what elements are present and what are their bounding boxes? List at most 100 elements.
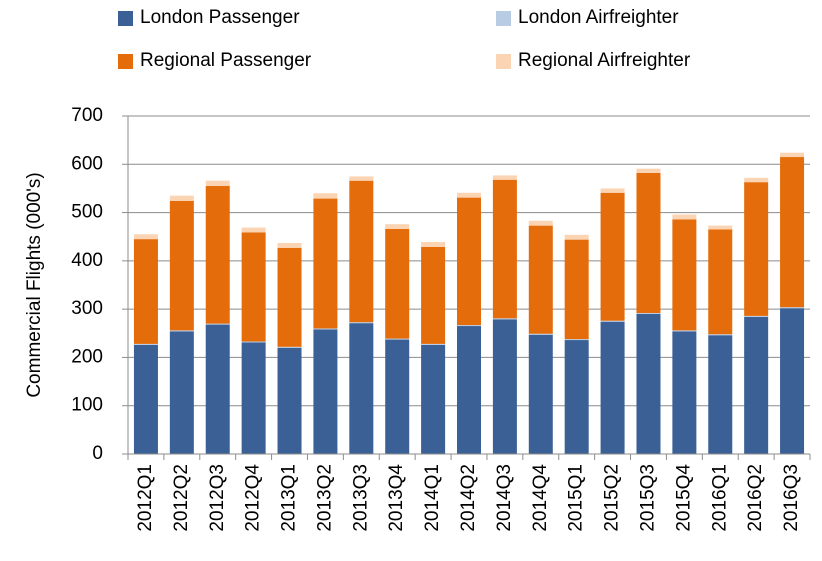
bar-segment [169, 195, 194, 201]
bar-segment [636, 313, 661, 454]
x-tick-label: 2014Q2 [458, 464, 479, 532]
y-tick-label: 100 [71, 395, 103, 416]
bar-segment [349, 322, 374, 324]
y-tick-label: 600 [71, 153, 103, 174]
bar-segment [780, 308, 805, 454]
bar-segment [636, 168, 661, 173]
bar-segment [528, 225, 553, 334]
bar-segment [564, 339, 589, 341]
bar-segment [780, 157, 805, 308]
bar-segment [133, 234, 158, 240]
y-tick-label: 300 [71, 298, 103, 319]
bar-segment [600, 321, 625, 454]
bar-segment [385, 338, 410, 340]
x-tick-label: 2016Q3 [781, 464, 802, 532]
bar-segment [133, 239, 158, 344]
bar-segment [421, 246, 446, 344]
bar-segment [205, 186, 230, 324]
x-tick-label: 2015Q1 [566, 464, 587, 532]
bar-segment [385, 224, 410, 229]
legend-swatch [118, 11, 133, 26]
bar-segment [241, 342, 266, 454]
bar-segment [421, 343, 446, 345]
y-tick-label: 400 [71, 250, 103, 271]
bar-segment [241, 232, 266, 342]
bar-segment [744, 315, 769, 317]
bar-segment [277, 242, 302, 248]
bar-segment [528, 220, 553, 226]
bar-segment [708, 334, 733, 336]
bar-segment [672, 331, 697, 454]
bar-segment [528, 334, 553, 454]
bar-segment [205, 323, 230, 325]
bar-segment [313, 198, 338, 329]
bar-segment [169, 331, 194, 454]
bar-segment [133, 344, 158, 454]
bar-segment [744, 182, 769, 316]
bar-segment [385, 228, 410, 339]
bar-segment [492, 319, 517, 454]
bar-segment [133, 343, 158, 345]
bar-segment [421, 344, 446, 454]
x-tick-label: 2014Q3 [494, 464, 515, 532]
x-tick-label: 2015Q2 [602, 464, 623, 532]
legend-swatch [496, 11, 511, 26]
x-tick-label: 2012Q4 [243, 464, 264, 532]
bar-segment [205, 324, 230, 454]
bar-segment [600, 192, 625, 321]
bar-segment [313, 193, 338, 199]
bar-segment [277, 347, 302, 454]
x-tick-label: 2016Q1 [709, 464, 730, 532]
y-axis-title: Commercial Flights (000's) [24, 172, 45, 397]
legend-label: London Passenger [140, 7, 300, 28]
bar-segment [564, 340, 589, 454]
bar-segment [457, 326, 481, 454]
x-tick-label: 2016Q2 [745, 464, 766, 532]
legend-label: Regional Airfreighter [518, 50, 691, 71]
bar-segment [457, 197, 481, 326]
bar-segment [636, 172, 661, 314]
y-tick-label: 200 [71, 346, 103, 367]
bar-segment [708, 225, 733, 230]
bar-segment [169, 200, 194, 331]
legend-label: Regional Passenger [140, 50, 312, 71]
bar-segment [672, 219, 697, 331]
bar-segment [241, 227, 266, 233]
x-tick-label: 2014Q1 [422, 464, 443, 532]
bar-segment [349, 323, 374, 454]
bar-segment [457, 192, 481, 198]
bar-segment [205, 180, 230, 187]
bar-segment [492, 179, 517, 319]
x-tick-label: 2015Q3 [637, 464, 658, 532]
x-tick-label: 2013Q1 [279, 464, 300, 532]
bar-segment [457, 325, 481, 327]
bar-segment [600, 188, 625, 193]
bar-segment [564, 239, 589, 340]
bar-segment [564, 234, 589, 240]
bar-segment [313, 329, 338, 454]
y-tick-label: 0 [92, 443, 103, 464]
bar-segment [708, 335, 733, 454]
bar-segment [672, 330, 697, 332]
y-tick-label: 700 [71, 105, 103, 126]
bar-segment [492, 175, 517, 180]
x-tick-label: 2013Q3 [350, 464, 371, 532]
bar-segment [672, 214, 697, 220]
legend-swatch [496, 54, 511, 69]
bar-segment [492, 318, 517, 320]
bar-segment [277, 346, 302, 348]
x-tick-label: 2012Q2 [171, 464, 192, 532]
legend-label: London Airfreighter [518, 7, 679, 28]
bar-segment [277, 247, 302, 347]
bar-segment [241, 341, 266, 343]
bar-segment [744, 316, 769, 454]
y-tick-label: 500 [71, 202, 103, 223]
x-tick-label: 2015Q4 [673, 464, 694, 532]
bar-segment [708, 229, 733, 335]
x-tick-label: 2013Q2 [314, 464, 335, 532]
bar-segment [313, 328, 338, 330]
bar-segment [636, 313, 661, 314]
legend-swatch [118, 54, 133, 69]
bar-segment [385, 339, 410, 454]
